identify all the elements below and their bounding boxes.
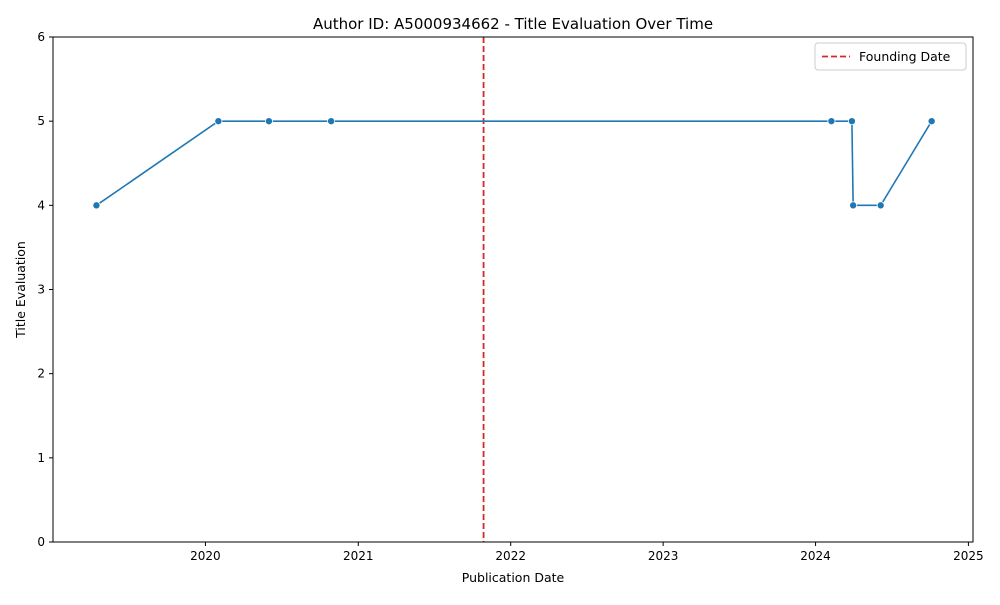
legend: Founding Date: [814, 42, 967, 71]
data-point: [827, 117, 836, 126]
data-point: [876, 201, 885, 210]
y-axis-ticks: 0 1 2 3 4 5 6: [37, 30, 53, 549]
x-tick-label: 2023: [648, 549, 679, 563]
chart-title: Author ID: A5000934662 - Title Evaluatio…: [313, 15, 713, 33]
y-tick-label: 2: [37, 367, 45, 381]
x-tick-label: 2025: [953, 549, 984, 563]
y-tick-label: 3: [37, 283, 45, 297]
data-point: [849, 201, 858, 210]
x-tick-label: 2020: [190, 549, 221, 563]
y-axis-label: Title Evaluation: [13, 241, 28, 339]
legend-box: [814, 42, 967, 71]
x-axis-label: Publication Date: [462, 570, 565, 585]
x-tick-label: 2024: [800, 549, 831, 563]
data-point: [264, 117, 273, 126]
y-tick-label: 6: [37, 30, 45, 44]
data-point: [927, 117, 936, 126]
data-point: [214, 117, 223, 126]
y-tick-label: 1: [37, 451, 45, 465]
y-tick-label: 0: [37, 535, 45, 549]
data-point: [92, 201, 101, 210]
x-axis-ticks: 2020 2021 2022 2023 2024 2025: [190, 542, 984, 563]
x-tick-label: 2021: [343, 549, 374, 563]
y-tick-label: 5: [37, 114, 45, 128]
data-point: [847, 117, 856, 126]
x-tick-label: 2022: [495, 549, 526, 563]
y-tick-label: 4: [37, 198, 45, 212]
plot-frame: [52, 36, 974, 543]
data-point: [327, 117, 336, 126]
legend-label-founding-date: Founding Date: [859, 49, 951, 64]
series-layer: [92, 117, 936, 210]
